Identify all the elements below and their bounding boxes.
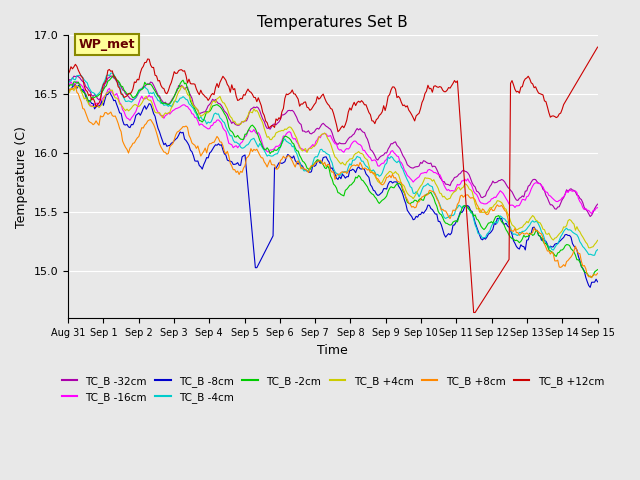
TC_B -8cm — [223, 157, 231, 163]
TC_B +8cm — [250, 146, 258, 152]
TC_B -8cm — [131, 119, 138, 124]
Y-axis label: Temperature (C): Temperature (C) — [15, 126, 28, 228]
TC_B -16cm — [594, 205, 602, 211]
TC_B -4cm — [107, 70, 115, 76]
TC_B +4cm — [129, 103, 137, 109]
Line: TC_B -8cm: TC_B -8cm — [68, 84, 598, 288]
TC_B +12cm — [64, 72, 72, 77]
TC_B -2cm — [297, 155, 305, 161]
TC_B -32cm — [250, 104, 258, 110]
TC_B +8cm — [297, 166, 305, 172]
X-axis label: Time: Time — [317, 344, 348, 357]
Line: TC_B -2cm: TC_B -2cm — [68, 75, 598, 277]
TC_B -32cm — [241, 118, 249, 124]
TC_B +8cm — [594, 270, 602, 276]
TC_B -16cm — [250, 127, 258, 132]
TC_B +12cm — [222, 77, 230, 83]
Line: TC_B +4cm: TC_B +4cm — [68, 86, 598, 248]
Line: TC_B +12cm: TC_B +12cm — [68, 47, 598, 312]
TC_B -16cm — [223, 134, 231, 140]
TC_B -8cm — [297, 162, 305, 168]
Line: TC_B -4cm: TC_B -4cm — [68, 73, 598, 255]
TC_B -8cm — [250, 249, 258, 254]
TC_B +12cm — [296, 103, 303, 109]
TC_B -2cm — [566, 242, 573, 248]
TC_B +4cm — [241, 119, 249, 124]
TC_B -16cm — [297, 145, 305, 151]
TC_B +4cm — [594, 238, 602, 243]
TC_B +4cm — [250, 106, 258, 112]
TC_B -32cm — [566, 187, 573, 192]
TC_B -4cm — [297, 163, 305, 169]
TC_B +12cm — [240, 92, 248, 97]
TC_B -32cm — [64, 80, 72, 86]
TC_B -4cm — [594, 247, 602, 252]
TC_B +12cm — [129, 86, 137, 92]
TC_B -8cm — [64, 92, 72, 97]
TC_B -8cm — [72, 82, 79, 87]
TC_B -2cm — [586, 274, 594, 280]
TC_B -32cm — [107, 73, 115, 79]
TC_B +8cm — [223, 148, 231, 154]
TC_B -2cm — [131, 94, 138, 100]
TC_B -4cm — [250, 135, 258, 141]
TC_B -8cm — [594, 279, 602, 285]
TC_B -8cm — [586, 285, 594, 290]
TC_B -4cm — [64, 81, 72, 86]
TC_B -2cm — [241, 132, 249, 137]
TC_B +8cm — [566, 256, 573, 262]
TC_B -8cm — [241, 152, 249, 158]
TC_B -16cm — [588, 211, 595, 216]
TC_B -32cm — [297, 121, 305, 127]
TC_B +8cm — [588, 275, 595, 281]
TC_B -16cm — [64, 84, 72, 90]
TC_B +12cm — [248, 92, 256, 97]
TC_B -32cm — [594, 201, 602, 207]
TC_B +8cm — [64, 89, 72, 95]
TC_B -4cm — [223, 127, 231, 132]
TC_B +4cm — [64, 91, 72, 96]
TC_B -2cm — [594, 267, 602, 273]
Text: WP_met: WP_met — [79, 38, 135, 51]
TC_B -32cm — [223, 111, 231, 117]
TC_B -16cm — [566, 187, 573, 193]
TC_B -16cm — [131, 111, 138, 117]
TC_B +12cm — [594, 44, 602, 50]
TC_B +12cm — [470, 310, 477, 315]
TC_B -16cm — [73, 79, 81, 84]
TC_B -32cm — [131, 96, 138, 102]
TC_B -2cm — [250, 124, 258, 130]
TC_B -8cm — [566, 232, 573, 238]
Legend: TC_B -32cm, TC_B -16cm, TC_B -8cm, TC_B -4cm, TC_B -2cm, TC_B +4cm, TC_B +8cm, T: TC_B -32cm, TC_B -16cm, TC_B -8cm, TC_B … — [58, 372, 608, 407]
TC_B -4cm — [131, 96, 138, 102]
TC_B +8cm — [131, 140, 138, 146]
Line: TC_B -16cm: TC_B -16cm — [68, 82, 598, 214]
TC_B +4cm — [178, 83, 186, 89]
TC_B -16cm — [241, 134, 249, 140]
TC_B +4cm — [223, 106, 231, 112]
TC_B -4cm — [566, 227, 573, 233]
TC_B +8cm — [72, 82, 79, 88]
TC_B +4cm — [297, 147, 305, 153]
TC_B -2cm — [110, 72, 118, 78]
TC_B -2cm — [223, 117, 231, 123]
TC_B -4cm — [589, 252, 597, 258]
TC_B +12cm — [566, 92, 573, 97]
TC_B -32cm — [586, 214, 594, 219]
TC_B +8cm — [241, 163, 249, 168]
TC_B -4cm — [241, 144, 249, 150]
Line: TC_B -32cm: TC_B -32cm — [68, 76, 598, 216]
Line: TC_B +8cm: TC_B +8cm — [68, 85, 598, 278]
TC_B -2cm — [64, 84, 72, 90]
Title: Temperatures Set B: Temperatures Set B — [257, 15, 408, 30]
TC_B +4cm — [566, 216, 573, 222]
TC_B +4cm — [585, 245, 593, 251]
